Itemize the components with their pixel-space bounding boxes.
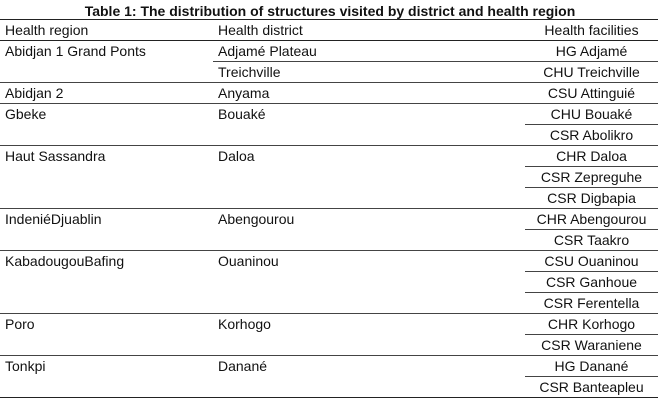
district-cell: Korhogo <box>213 313 525 335</box>
header-row: Health region Health district Health fac… <box>0 19 658 41</box>
region-cell: IndeniéDjuablin <box>0 208 213 230</box>
district-cell <box>213 376 525 398</box>
facility-cell: CSU Ouaninou <box>525 250 658 272</box>
facility-cell: CHR Abengourou <box>525 208 658 230</box>
region-cell <box>0 188 213 209</box>
table-row: Abidjan 2 Anyama CSU Attinguié <box>0 82 658 104</box>
region-cell: Abidjan 2 <box>0 82 213 104</box>
facility-cell: CSR Banteapleu <box>525 376 658 398</box>
district-cell: Bouaké <box>213 103 525 125</box>
table-body: Abidjan 1 Grand Ponts Adjamé Plateau HG … <box>0 40 658 398</box>
region-cell: Abidjan 1 Grand Ponts <box>0 40 213 62</box>
district-cell: Daloa <box>213 145 525 167</box>
region-cell <box>0 230 213 251</box>
region-cell: Poro <box>0 313 213 335</box>
table-row: IndeniéDjuablin Abengourou CHR Abengouro… <box>0 208 658 230</box>
facility-cell: CHU Bouaké <box>525 103 658 125</box>
table-row: Tonkpi Danané HG Danané <box>0 355 658 377</box>
region-cell <box>0 293 213 314</box>
facility-cell: CSR Digbapia <box>525 187 658 209</box>
header-health-facilities: Health facilities <box>525 19 658 41</box>
table-row: CSR Ferentella <box>0 292 658 314</box>
district-cell: Treichville <box>213 61 525 83</box>
facility-cell: CSR Ganhoue <box>525 271 658 293</box>
region-cell <box>0 376 213 398</box>
table-row: CSR Ganhoue <box>0 271 658 293</box>
facility-cell: CSR Zepreguhe <box>525 166 658 188</box>
region-cell: Haut Sassandra <box>0 145 213 167</box>
facility-cell: CSU Attinguié <box>525 82 658 104</box>
table-row: Haut Sassandra Daloa CHR Daloa <box>0 145 658 167</box>
district-cell: Ouaninou <box>213 250 525 272</box>
district-cell <box>213 125 525 146</box>
facility-cell: CSR Taakro <box>525 229 658 251</box>
facility-cell: CSR Waraniene <box>525 334 658 356</box>
facility-cell: HG Adjamé <box>525 40 658 62</box>
facility-cell: CSR Ferentella <box>525 292 658 314</box>
district-cell <box>213 188 525 209</box>
district-cell <box>213 335 525 356</box>
table-row: Treichville CHU Treichville <box>0 61 658 83</box>
table-row: CSR Zepreguhe <box>0 166 658 188</box>
district-cell: Danané <box>213 355 525 377</box>
table-row: CSR Taakro <box>0 229 658 251</box>
facility-cell: CHR Korhogo <box>525 313 658 335</box>
region-cell: Gbeke <box>0 103 213 125</box>
table-row: KabadougouBafing Ouaninou CSU Ouaninou <box>0 250 658 272</box>
district-cell: Adjamé Plateau <box>213 40 525 62</box>
region-cell: Tonkpi <box>0 355 213 377</box>
facility-cell: CSR Abolikro <box>525 124 658 146</box>
header-health-district: Health district <box>213 19 525 41</box>
facility-cell: CHU Treichville <box>525 61 658 83</box>
facility-cell: HG Danané <box>525 355 658 377</box>
facility-cell: CHR Daloa <box>525 145 658 167</box>
district-cell <box>213 272 525 293</box>
district-cell <box>213 167 525 188</box>
table-row: Abidjan 1 Grand Ponts Adjamé Plateau HG … <box>0 40 658 62</box>
table-row: CSR Waraniene <box>0 334 658 356</box>
region-cell <box>0 272 213 293</box>
table-row: Poro Korhogo CHR Korhogo <box>0 313 658 335</box>
district-cell <box>213 230 525 251</box>
region-cell <box>0 167 213 188</box>
region-cell <box>0 62 213 83</box>
table-caption: Table 1: The distribution of structures … <box>84 3 576 19</box>
table-header: Health region Health district Health fac… <box>0 19 658 41</box>
table-row: CSR Banteapleu <box>0 376 658 398</box>
district-cell <box>213 293 525 314</box>
table-row: Gbeke Bouaké CHU Bouaké <box>0 103 658 125</box>
region-cell <box>0 125 213 146</box>
region-cell: KabadougouBafing <box>0 250 213 272</box>
region-cell <box>0 335 213 356</box>
header-health-region: Health region <box>0 19 213 41</box>
district-cell: Anyama <box>213 82 525 104</box>
health-structures-table: Health region Health district Health fac… <box>0 19 658 398</box>
district-cell: Abengourou <box>213 208 525 230</box>
table-row: CSR Abolikro <box>0 124 658 146</box>
table-row: CSR Digbapia <box>0 187 658 209</box>
